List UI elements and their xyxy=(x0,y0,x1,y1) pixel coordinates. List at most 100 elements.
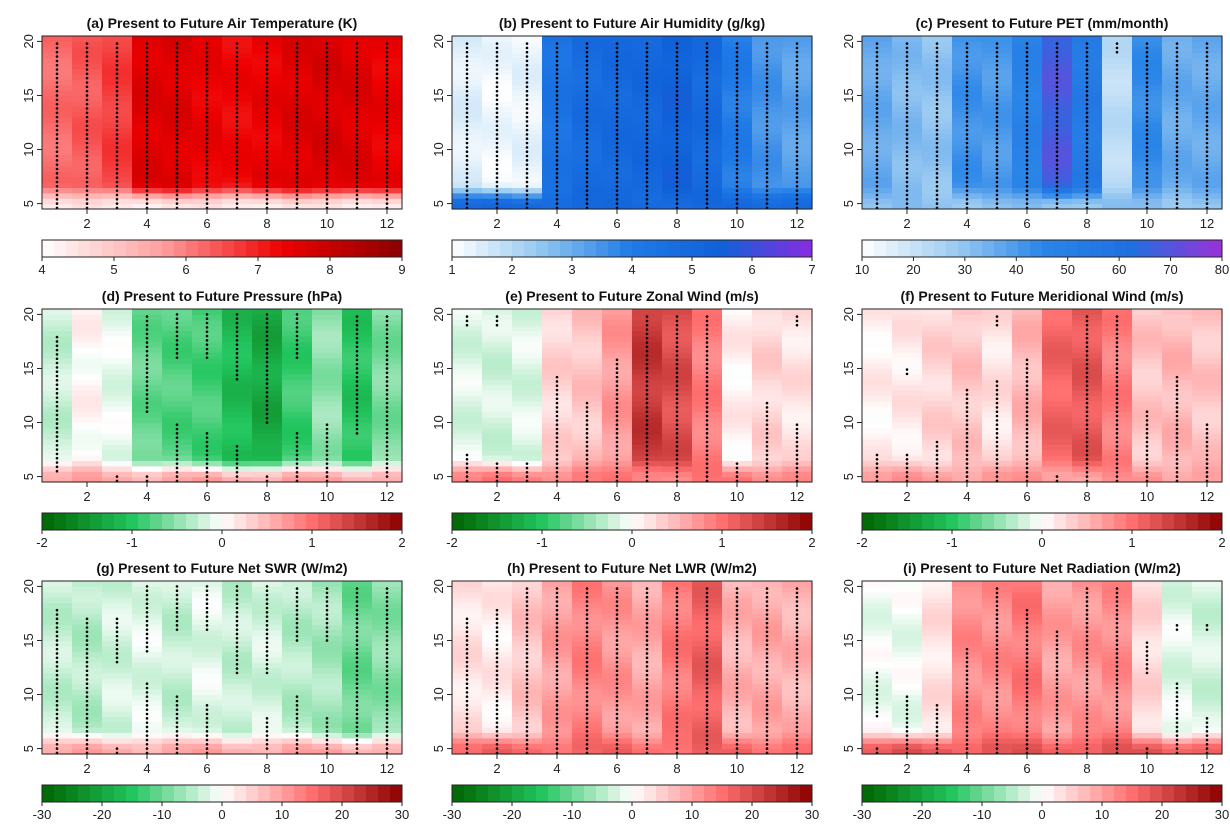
x-tick-label: 10 xyxy=(730,216,744,231)
heat-cell xyxy=(982,36,1013,43)
heat-cell xyxy=(72,314,103,321)
heat-cell xyxy=(102,111,133,118)
heat-cell xyxy=(1012,73,1043,80)
heat-cell xyxy=(132,319,163,326)
heat-cell xyxy=(572,68,603,75)
significance-dot xyxy=(145,358,149,362)
heat-cell xyxy=(312,73,343,80)
heat-cell xyxy=(222,384,253,391)
significance-dot xyxy=(675,419,679,422)
significance-dots xyxy=(55,313,389,483)
significance-dot xyxy=(265,197,269,201)
heat-cell xyxy=(1132,357,1163,364)
heat-cell xyxy=(662,90,693,97)
significance-dot xyxy=(145,72,149,76)
heat-cell xyxy=(482,406,513,413)
significance-dot xyxy=(495,124,499,128)
significance-dot xyxy=(1145,449,1149,452)
heat-cell xyxy=(892,95,923,102)
heat-cell xyxy=(782,133,813,140)
heat-cell xyxy=(342,198,373,205)
heat-cell xyxy=(1132,341,1163,348)
heat-cell xyxy=(72,678,103,685)
significance-dot xyxy=(1175,419,1179,422)
significance-dot xyxy=(465,180,469,184)
significance-dot xyxy=(1025,150,1029,153)
significance-dot xyxy=(705,388,709,392)
heat-cell xyxy=(662,368,693,375)
significance-dot xyxy=(325,55,329,58)
significance-dot xyxy=(1145,94,1149,97)
significance-dot xyxy=(115,159,119,162)
significance-dot xyxy=(325,202,329,205)
heat-cell xyxy=(282,90,313,97)
significance-dot xyxy=(175,42,179,45)
significance-dot xyxy=(145,367,149,370)
heat-cell xyxy=(982,95,1013,102)
significance-dot xyxy=(965,202,969,205)
heat-cell xyxy=(372,390,403,397)
significance-dot xyxy=(795,475,799,478)
significance-dot xyxy=(145,384,149,388)
heat-cell xyxy=(1072,341,1103,348)
heat-cell xyxy=(572,368,603,375)
heat-cell xyxy=(132,454,163,461)
colorbar-swatch xyxy=(536,513,549,530)
colorbar-swatch xyxy=(572,513,585,530)
significance-dot xyxy=(1055,55,1059,58)
heat-cell xyxy=(1042,373,1073,380)
heat-cell xyxy=(312,400,343,407)
significance-dot xyxy=(85,59,89,63)
significance-dot xyxy=(1115,406,1119,409)
heat-cell xyxy=(192,52,223,59)
heat-cell xyxy=(452,319,483,326)
heat-cell xyxy=(1012,203,1043,210)
heat-cell xyxy=(482,73,513,80)
significance-dot xyxy=(175,167,179,171)
heat-cell xyxy=(752,346,783,353)
heat-cell xyxy=(102,705,133,712)
heat-cell xyxy=(1102,476,1133,483)
significance-dot xyxy=(965,180,969,184)
heat-cell xyxy=(132,95,163,102)
significance-dot xyxy=(265,408,269,411)
significance-dot xyxy=(1205,133,1209,136)
significance-dot xyxy=(765,401,769,405)
heat-cell xyxy=(512,154,543,161)
significance-dot xyxy=(1085,184,1089,188)
colorbar-swatch xyxy=(1210,513,1223,530)
significance-dot xyxy=(965,423,969,426)
heat-cell xyxy=(1072,90,1103,97)
significance-dot xyxy=(905,120,909,123)
significance-dot xyxy=(325,72,329,76)
heat-cell xyxy=(982,325,1013,332)
significance-dot xyxy=(765,68,769,71)
significance-dot xyxy=(1025,432,1029,435)
heat-cell xyxy=(42,176,73,183)
heat-cell xyxy=(252,476,283,483)
heat-cell xyxy=(342,433,373,440)
heat-cell xyxy=(132,608,163,615)
heat-cell xyxy=(452,154,483,161)
y-tick-label: 20 xyxy=(21,307,36,321)
significance-dot xyxy=(355,328,359,331)
significance-dot xyxy=(385,81,389,84)
significance-dot xyxy=(1025,197,1029,201)
colorbar-swatch xyxy=(1162,513,1175,530)
significance-dot xyxy=(1175,81,1179,84)
heat-cell xyxy=(952,117,983,124)
significance-dot xyxy=(615,397,619,401)
significance-dot xyxy=(85,102,89,106)
significance-dot xyxy=(1085,98,1089,102)
significance-dot xyxy=(1025,475,1029,478)
significance-dot xyxy=(175,111,179,115)
significance-dot xyxy=(495,81,499,84)
significance-dot xyxy=(175,124,179,128)
heat-cell xyxy=(892,133,923,140)
heat-cell xyxy=(372,36,403,43)
significance-dot xyxy=(205,146,209,149)
significance-dot xyxy=(1175,120,1179,123)
significance-dot xyxy=(645,457,649,461)
heat-cell xyxy=(72,427,103,434)
significance-dot xyxy=(1025,184,1029,188)
